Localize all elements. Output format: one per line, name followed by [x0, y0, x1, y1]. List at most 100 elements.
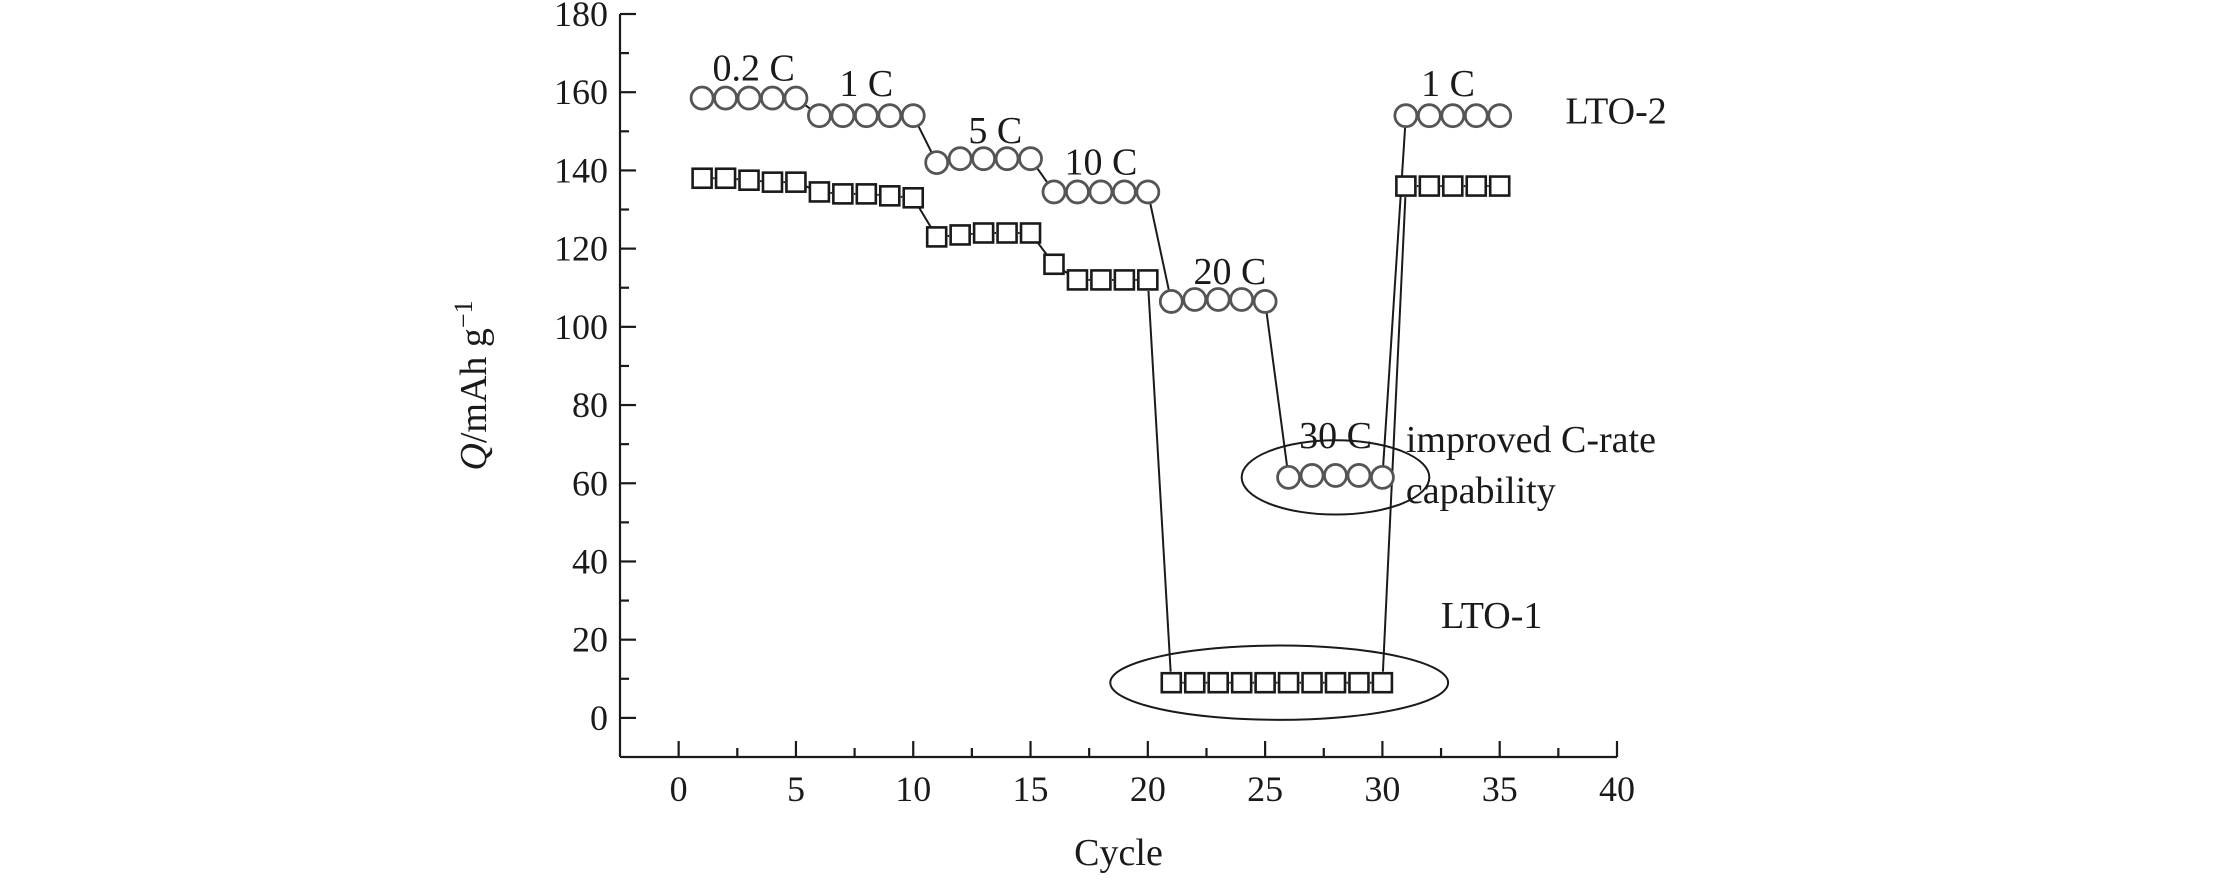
data-point-circle: [1041, 179, 1067, 205]
LTO-1-low-ellipse: [1109, 644, 1450, 721]
annotation-label: improved C-rate: [1406, 419, 1656, 461]
data-point-circle: [713, 85, 738, 111]
data-point-circle: [1065, 179, 1090, 205]
data-point-square: [1301, 671, 1323, 694]
data-point-square: [1324, 671, 1347, 694]
data-point-circle: [1158, 289, 1184, 314]
data-point-square: [902, 186, 925, 209]
data-point-square: [972, 222, 995, 244]
data-point-square: [714, 167, 737, 190]
y-axis-title-exponent: −1: [449, 300, 478, 328]
data-point-square: [1418, 175, 1441, 197]
data-point-circle: [924, 150, 950, 176]
x-tick-label: 10: [895, 769, 931, 809]
annotation-label: 1 C: [839, 63, 893, 105]
data-point-circle: [1463, 103, 1489, 129]
data-point-circle: [1182, 287, 1208, 312]
y-tick-label: 180: [554, 0, 608, 34]
data-point-circle: [689, 85, 715, 111]
x-tick-label: 0: [670, 769, 688, 809]
data-point-circle: [736, 85, 762, 111]
data-point-square: [1019, 222, 1042, 244]
data-point-circle: [1018, 146, 1043, 172]
y-tick-label: 140: [554, 150, 608, 190]
axes: 0 20 40 60 80 100 120 140 160 180 0 5 10 15 20 25 30 35 40: [554, 0, 1635, 809]
y-axis-title-unit: /mAh g: [453, 328, 495, 443]
annotations: 0.2 C 1 C 5 C 10 C 20 C 30 C 1 C LTO-2 LTO-1 impr…: [713, 47, 1667, 636]
data-point-square: [1371, 671, 1394, 694]
data-point-square: [1348, 671, 1370, 694]
y-tick-label: 60: [572, 463, 608, 503]
data-point-square: [1441, 175, 1464, 197]
annotation-label: 20 C: [1193, 251, 1266, 293]
highlight-ellipses: [1109, 439, 1450, 721]
annotation-label: LTO-2: [1565, 90, 1666, 132]
data-point-square: [1230, 671, 1253, 694]
data-point-circle: [1440, 103, 1466, 129]
data-point-circle: [1111, 179, 1137, 205]
annotation-label: 10 C: [1064, 141, 1137, 183]
data-marks: [689, 85, 1513, 694]
data-point-square: [1066, 269, 1089, 291]
data-point-circle: [1229, 287, 1255, 312]
annotation-label: capability: [1406, 470, 1556, 512]
series-connector: [1036, 167, 1049, 184]
y-tick-label: 40: [572, 541, 608, 581]
y-tick-label: 120: [554, 229, 608, 269]
data-point-square: [1207, 671, 1229, 694]
data-point-circle: [760, 85, 785, 111]
x-axis-title: Cycle: [1074, 832, 1163, 874]
data-point-circle: [877, 103, 903, 129]
data-point-square: [949, 224, 971, 246]
data-point-circle: [1370, 464, 1395, 490]
data-point-circle: [853, 103, 879, 129]
series-connector: [918, 206, 932, 228]
y-axis-title: Q/mAh g−1: [449, 300, 496, 470]
data-point-square: [761, 171, 784, 193]
x-tick-label: 30: [1364, 769, 1400, 809]
data-point-circle: [971, 146, 997, 172]
data-point-square: [1183, 671, 1206, 694]
series-connector: [917, 125, 933, 154]
annotation-label: 5 C: [968, 110, 1022, 152]
data-point-circle: [1135, 179, 1161, 205]
data-point-circle: [1252, 289, 1278, 314]
data-point-circle: [900, 103, 926, 129]
data-point-square: [1043, 253, 1065, 276]
y-tick-label: 80: [572, 385, 608, 425]
data-point-circle: [1323, 463, 1348, 488]
x-tick-label: 35: [1482, 769, 1518, 809]
data-point-square: [785, 171, 807, 193]
data-point-circle: [1088, 179, 1114, 205]
30C-ellipse: [1240, 439, 1431, 516]
y-tick-label: 160: [554, 72, 608, 112]
annotation-label: 30 C: [1299, 415, 1372, 457]
data-point-square: [738, 169, 760, 191]
series-connector: [1036, 241, 1049, 257]
data-point-square: [1395, 175, 1417, 197]
x-tick-label: 40: [1599, 769, 1635, 809]
annotation-label: LTO-1: [1441, 595, 1542, 637]
data-point-circle: [1205, 287, 1231, 312]
y-tick-label: 20: [572, 620, 608, 660]
data-point-square: [1113, 269, 1136, 291]
x-tick-label: 25: [1247, 769, 1283, 809]
data-point-square: [878, 185, 901, 207]
data-point-square: [691, 167, 713, 190]
series-connector: [1381, 197, 1407, 672]
annotation-label: 1 C: [1421, 63, 1475, 105]
data-point-circle: [830, 103, 856, 129]
y-axis-title-symbol: Q: [453, 443, 495, 470]
y-tick-label: 100: [554, 307, 608, 347]
y-tick-label: 0: [590, 698, 608, 738]
x-tick-label: 5: [787, 769, 805, 809]
data-point-square: [832, 183, 854, 205]
data-point-square: [808, 181, 831, 203]
data-point-square: [1160, 671, 1183, 694]
series-connector: [1265, 312, 1289, 467]
data-point-circle: [1393, 103, 1419, 129]
data-point-circle: [994, 146, 1020, 172]
data-point-circle: [1346, 463, 1372, 488]
annotation-label: 0.2 C: [713, 47, 795, 89]
